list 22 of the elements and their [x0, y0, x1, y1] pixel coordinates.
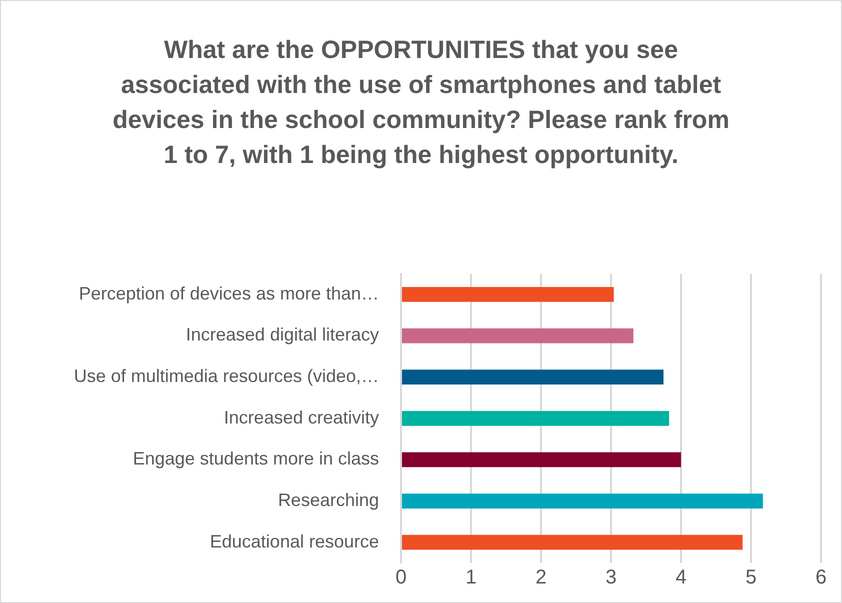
- bar: [402, 534, 743, 550]
- x-tick-label: 2: [535, 566, 547, 589]
- y-tick-label: Use of multimedia resources (video,…: [74, 366, 379, 386]
- x-tick-label: 6: [815, 566, 827, 589]
- x-tick-label: 3: [605, 566, 617, 589]
- bar: [402, 287, 614, 302]
- bar: [402, 410, 670, 426]
- bar: [402, 494, 763, 508]
- y-tick-label: Increased digital literacy: [186, 324, 379, 345]
- y-tick-label: Educational resource: [210, 531, 379, 552]
- x-tick-label: 4: [675, 566, 687, 589]
- bar: [402, 452, 681, 468]
- y-tick-label: Increased creativity: [224, 407, 379, 428]
- chart-title: What are the OPPORTUNITIES that you see associated with the use of smartphones and tablet devices in the school community? Please rank from 1 to 7, with 1 being the highest opportunity.: [112, 35, 730, 171]
- x-tick-label: 0: [395, 566, 407, 589]
- x-tick-label: 1: [465, 566, 477, 589]
- bar: [402, 370, 664, 385]
- x-tick-label: 5: [745, 566, 757, 589]
- bar: [402, 328, 634, 344]
- y-tick-label: Researching: [278, 490, 379, 510]
- y-tick-label: Engage students more in class: [132, 448, 379, 469]
- y-tick-label: Perception of devices as more than…: [78, 283, 379, 304]
